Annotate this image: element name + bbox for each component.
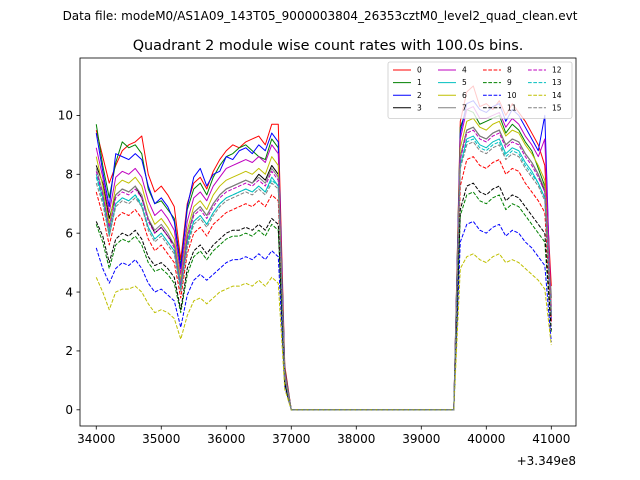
axes-background	[80, 58, 576, 426]
series-line-15	[95, 141, 552, 411]
series-layer	[95, 85, 552, 411]
legend-box	[387, 61, 573, 119]
x-tick-label: 35000	[142, 432, 180, 446]
legend-label-5: 5	[462, 78, 467, 87]
x-tick-label: 36000	[207, 432, 245, 446]
chart-title: Quadrant 2 module wise count rates with …	[133, 38, 524, 54]
y-tick-label: 10	[58, 109, 73, 123]
axes-frame	[79, 57, 577, 427]
legend-label-12: 12	[552, 66, 562, 75]
legend-label-7: 7	[462, 103, 467, 112]
legend-label-8: 8	[507, 66, 512, 75]
legend-label-15: 15	[552, 103, 562, 112]
x-axis-offset-label: +3.349e8	[517, 454, 576, 468]
x-tick-label: 37000	[272, 432, 310, 446]
legend-label-0: 0	[417, 66, 422, 75]
y-tick-label: 0	[65, 403, 73, 417]
x-tick-label: 34000	[77, 432, 115, 446]
legend-label-6: 6	[462, 91, 467, 100]
y-tick-label: 8	[65, 168, 73, 182]
figure-suptitle: Data file: modeM0/AS1A09_143T05_90000038…	[63, 9, 578, 23]
legend-label-3: 3	[417, 103, 422, 112]
legend-label-11: 11	[507, 103, 517, 112]
y-axis: 0 2 4 6 8 10	[58, 109, 80, 417]
legend-label-4: 4	[462, 66, 467, 75]
legend-label-9: 9	[507, 78, 512, 87]
legend-label-1: 1	[417, 78, 422, 87]
y-tick-label: 2	[65, 344, 73, 358]
series-line-13	[95, 138, 552, 411]
legend-label-13: 13	[552, 78, 562, 87]
x-tick-label: 41000	[532, 432, 570, 446]
series-line-14	[95, 253, 552, 411]
plot-area: 34000 35000 36000 37000 38000 39000 40000 41000…	[58, 57, 577, 468]
series-line-10	[95, 220, 552, 411]
legend-label-14: 14	[552, 91, 562, 100]
x-tick-label: 40000	[467, 432, 505, 446]
x-tick-label: 38000	[337, 432, 375, 446]
legend-label-2: 2	[417, 91, 422, 100]
x-axis: 34000 35000 36000 37000 38000 39000 40000 41000	[77, 426, 570, 446]
x-tick-label: 39000	[402, 432, 440, 446]
legend-label-10: 10	[507, 91, 517, 100]
y-tick-label: 6	[65, 226, 73, 240]
y-tick-label: 4	[65, 285, 73, 299]
